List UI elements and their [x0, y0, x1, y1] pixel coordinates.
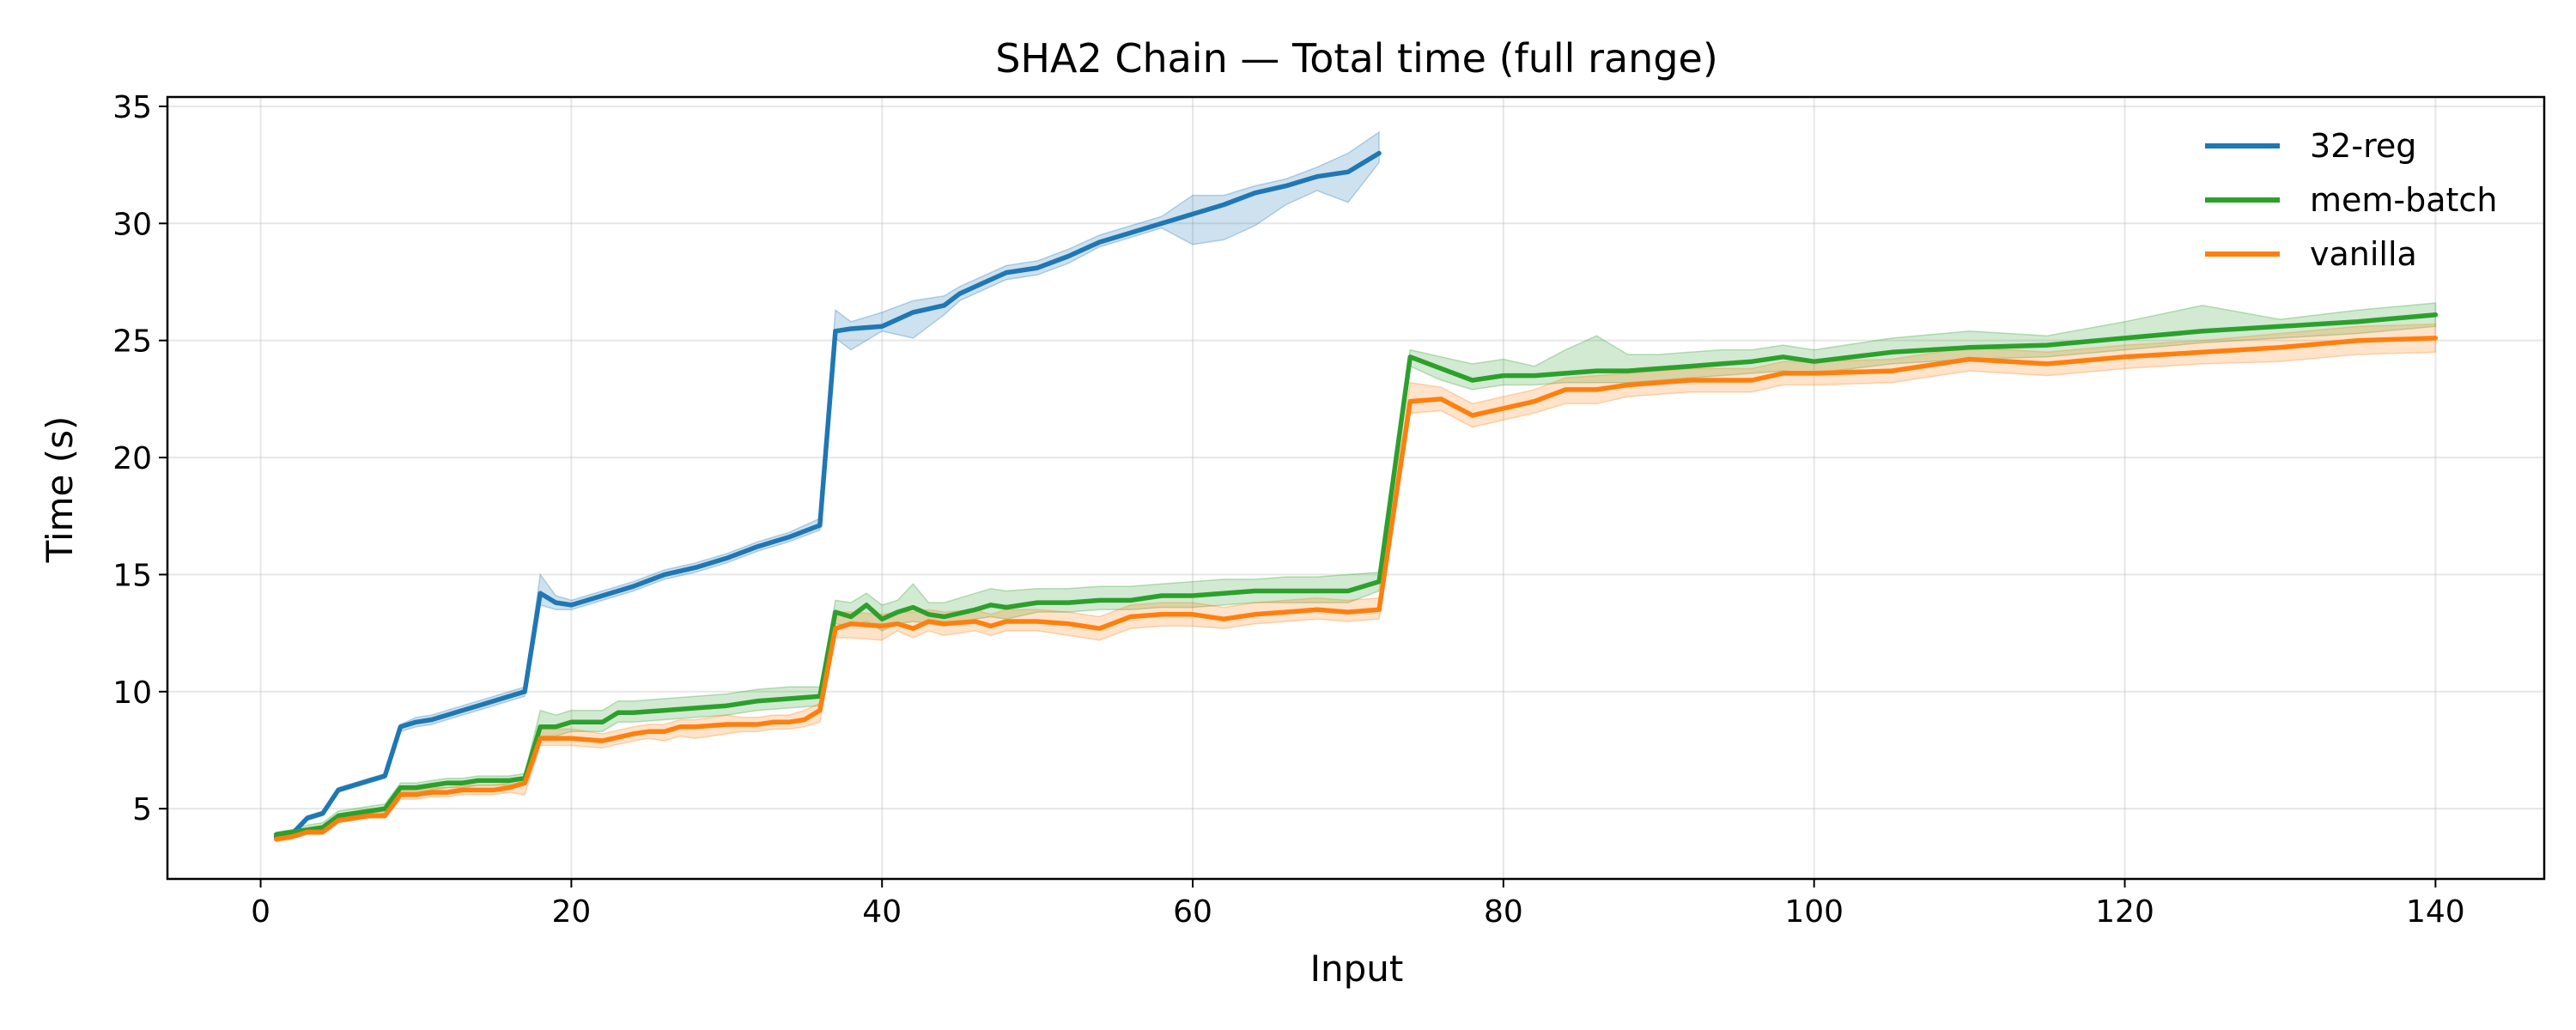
x-tick-label: 20 [551, 894, 591, 930]
legend-label: 32-reg [2310, 127, 2416, 165]
legend-item-mem-batch: mem-batch [2205, 181, 2497, 219]
legend-item-32-reg: 32-reg [2205, 127, 2416, 165]
x-tick-label: 80 [1484, 894, 1523, 930]
y-tick-label: 5 [132, 792, 152, 827]
legend-label: mem-batch [2310, 181, 2497, 219]
axis-ticks: 0 20 40 60 80 100 120 140 5 10 15 20 25 30 35 [112, 90, 2465, 930]
x-axis-title: Input [1310, 948, 1404, 990]
x-tick-label: 40 [862, 894, 902, 930]
x-tick-label: 60 [1173, 894, 1212, 930]
vanilla-line [273, 336, 2439, 842]
y-axis-title: Time (s) [39, 416, 81, 564]
y-tick-label: 20 [112, 441, 152, 476]
series-lines [273, 150, 2439, 842]
legend-item-vanilla: vanilla [2205, 235, 2417, 273]
grid-lines [167, 97, 2544, 879]
y-tick-label: 35 [112, 90, 152, 125]
x-tick-label: 140 [2406, 894, 2465, 930]
plot-frame [166, 95, 2546, 881]
x-tick-label: 100 [1784, 894, 1844, 930]
mem-batch-band [275, 302, 2437, 838]
mem-batch-line [273, 312, 2439, 837]
y-tick-label: 10 [112, 676, 152, 711]
y-tick-label: 25 [112, 324, 152, 360]
x-tick-label: 120 [2095, 894, 2154, 930]
y-tick-label: 15 [112, 558, 152, 593]
x-tick-label: 0 [251, 894, 270, 930]
y-tick-label: 30 [112, 207, 152, 242]
32-reg-line [273, 150, 1382, 839]
legend: 32-reg mem-batch vanilla [2205, 127, 2497, 273]
legend-label: vanilla [2310, 235, 2417, 273]
chart-title: SHA2 Chain — Total time (full range) [995, 35, 1718, 82]
